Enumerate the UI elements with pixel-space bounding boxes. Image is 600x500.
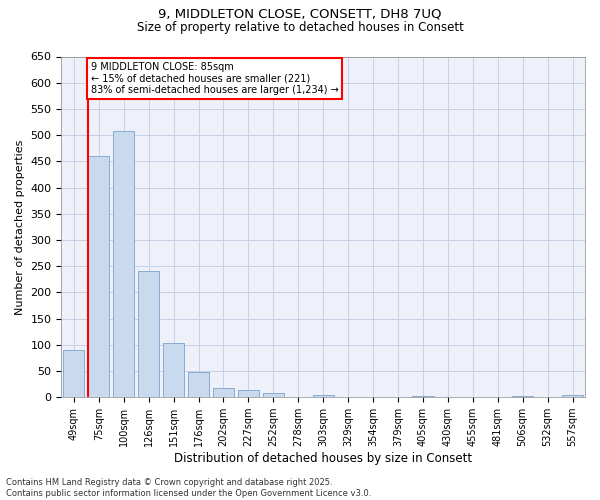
X-axis label: Distribution of detached houses by size in Consett: Distribution of detached houses by size … [174, 452, 472, 465]
Text: 9 MIDDLETON CLOSE: 85sqm
← 15% of detached houses are smaller (221)
83% of semi-: 9 MIDDLETON CLOSE: 85sqm ← 15% of detach… [91, 62, 338, 95]
Text: 9, MIDDLETON CLOSE, CONSETT, DH8 7UQ: 9, MIDDLETON CLOSE, CONSETT, DH8 7UQ [158, 8, 442, 20]
Bar [113, 131, 134, 397]
Bar [263, 392, 284, 397]
Text: Size of property relative to detached houses in Consett: Size of property relative to detached ho… [137, 21, 463, 34]
Bar [238, 390, 259, 397]
Text: Contains HM Land Registry data © Crown copyright and database right 2025.
Contai: Contains HM Land Registry data © Crown c… [6, 478, 371, 498]
Bar [213, 388, 234, 397]
Bar [512, 396, 533, 397]
Bar [412, 396, 434, 397]
Bar [138, 272, 159, 397]
Bar [188, 372, 209, 397]
Bar [163, 343, 184, 397]
Y-axis label: Number of detached properties: Number of detached properties [15, 139, 25, 314]
Bar [313, 395, 334, 397]
Bar [63, 350, 85, 397]
Bar [88, 156, 109, 397]
Bar [562, 395, 583, 397]
